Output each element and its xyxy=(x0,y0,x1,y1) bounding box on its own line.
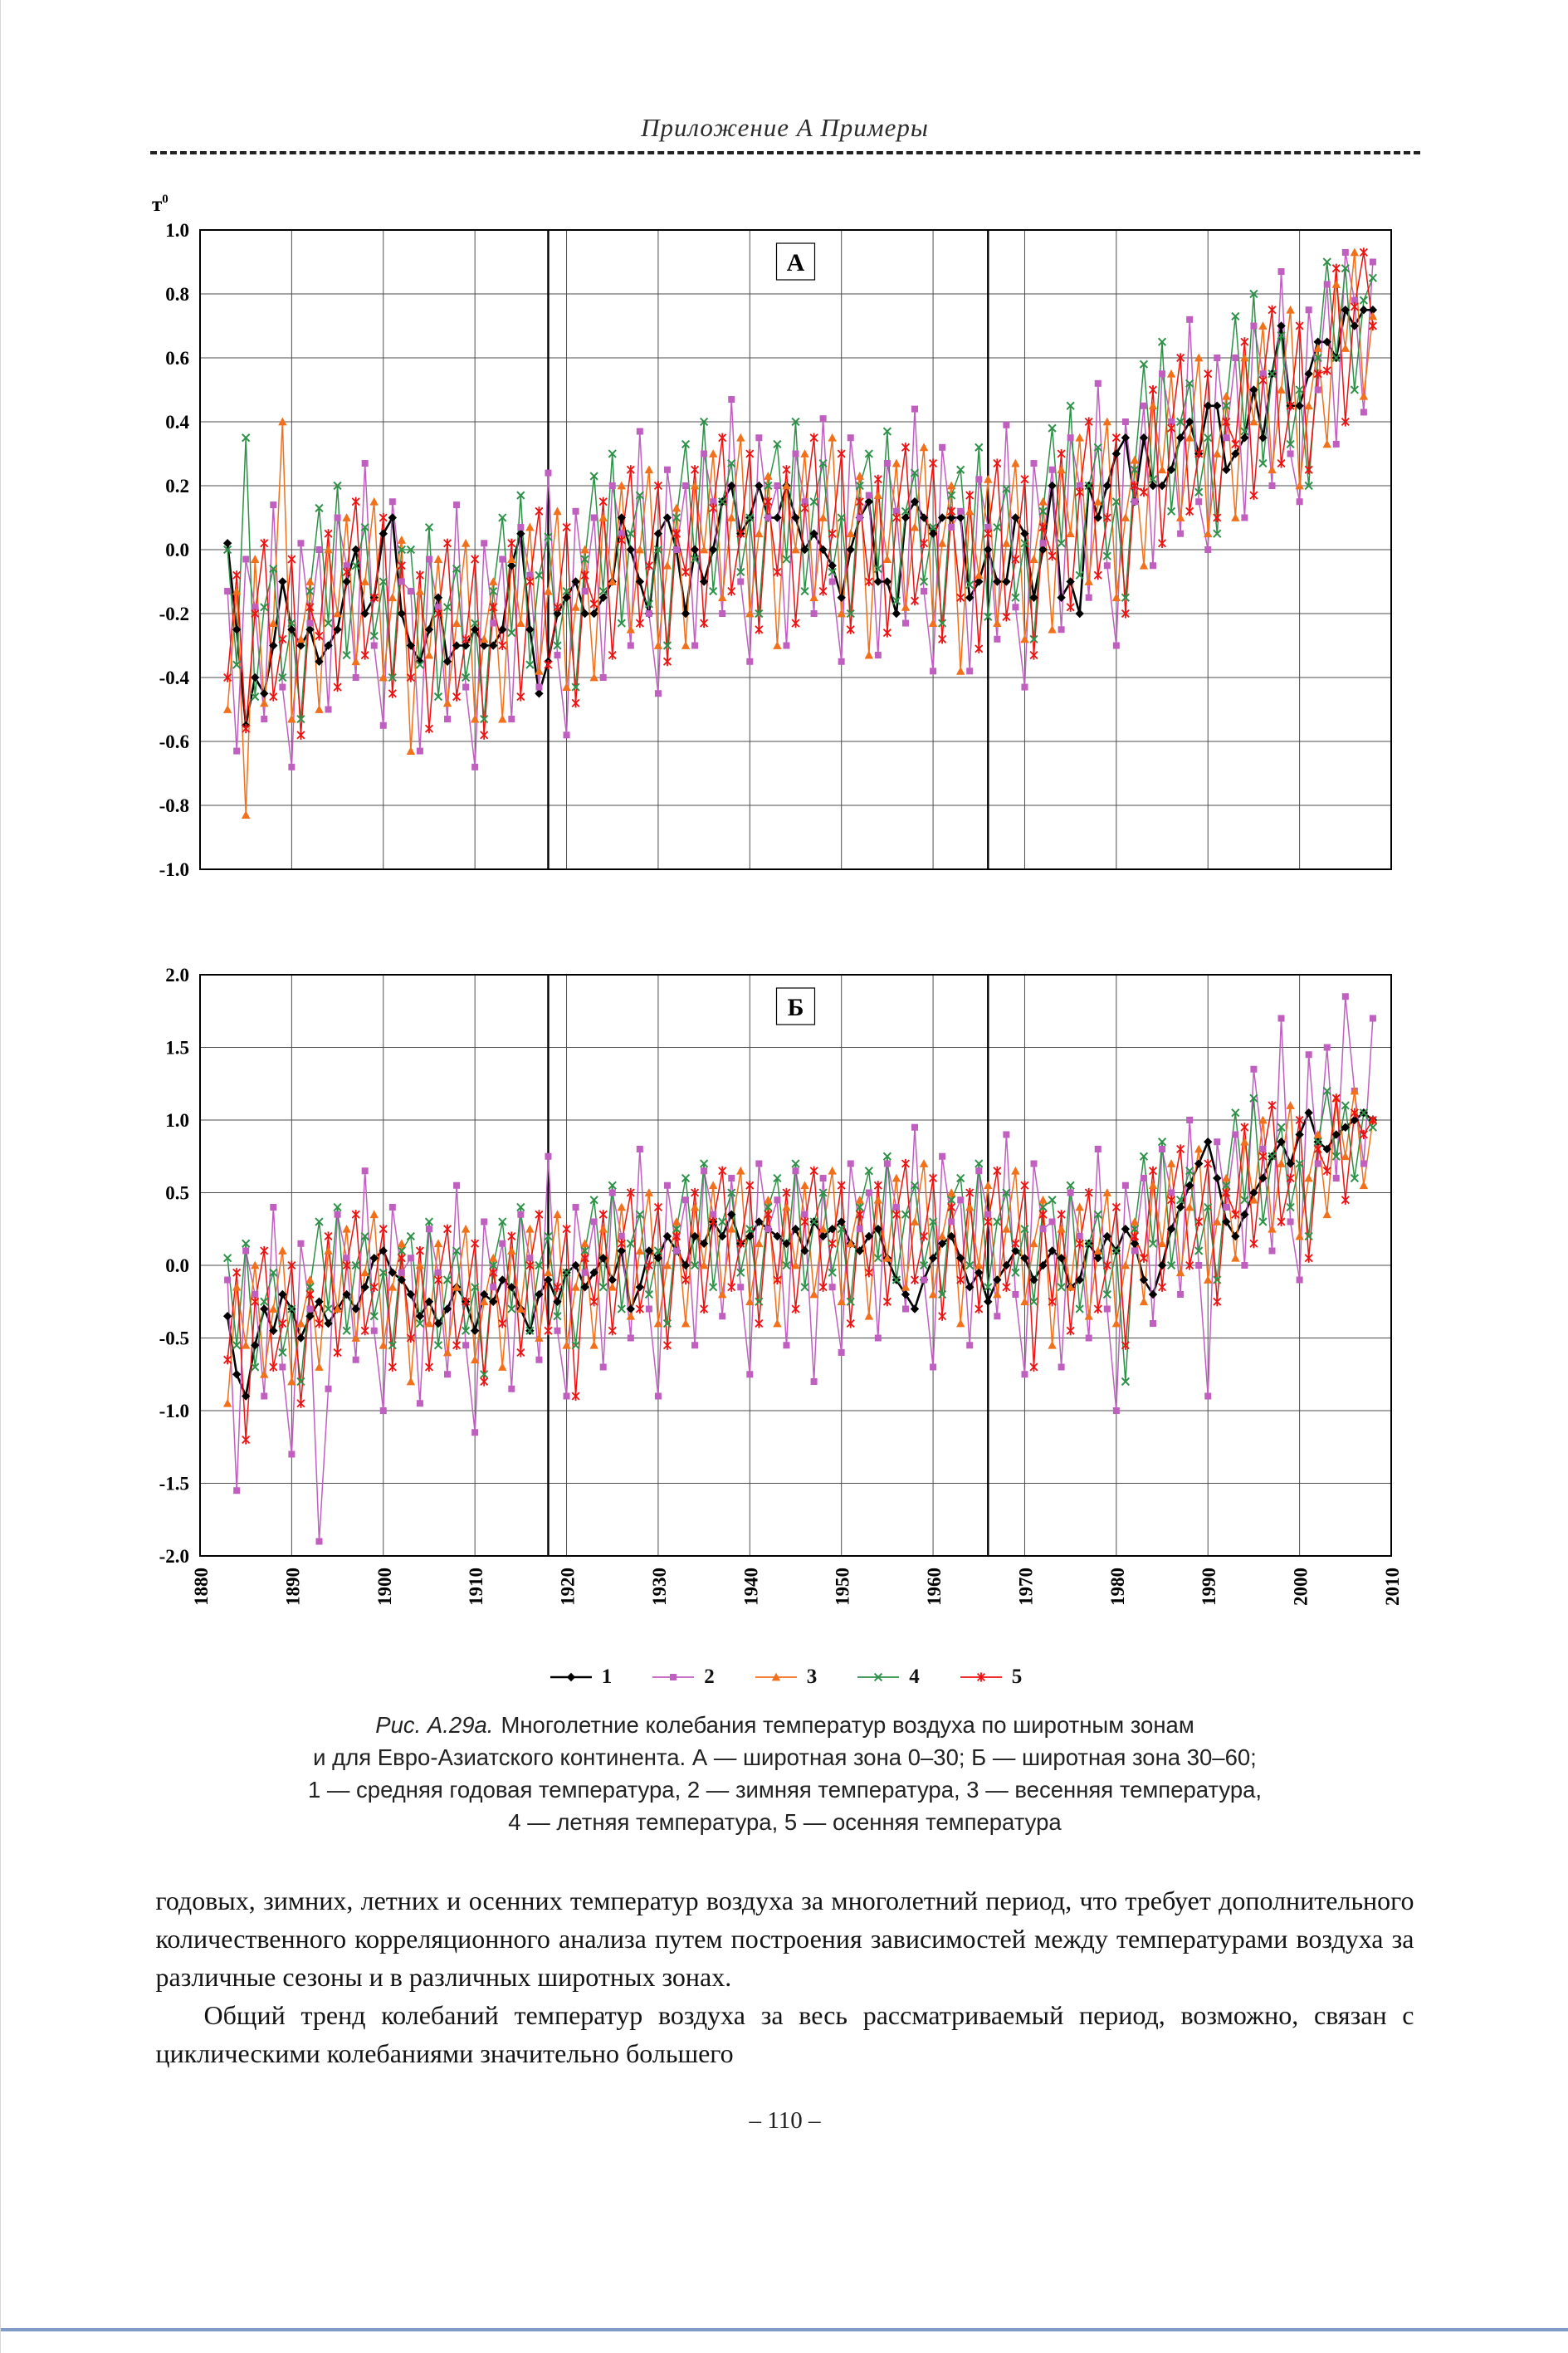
svg-text:0.2: 0.2 xyxy=(165,476,189,497)
svg-text:-2.0: -2.0 xyxy=(159,1546,188,1567)
svg-text:-0.4: -0.4 xyxy=(159,668,189,688)
svg-text:-0.2: -0.2 xyxy=(159,604,188,624)
legend-marker-x-icon xyxy=(857,1672,900,1682)
svg-text:1960: 1960 xyxy=(924,1568,945,1606)
svg-text:т0: т0 xyxy=(152,193,169,216)
svg-text:1.5: 1.5 xyxy=(165,1038,189,1059)
svg-text:2010: 2010 xyxy=(1382,1568,1403,1606)
legend-label: 1 xyxy=(601,1666,613,1688)
svg-text:А: А xyxy=(786,249,804,276)
svg-text:0.0: 0.0 xyxy=(165,1255,189,1276)
svg-text:1.0: 1.0 xyxy=(165,220,189,241)
svg-text:1880: 1880 xyxy=(191,1568,212,1606)
caption-line-1: Рис. А.29а. Многолетние колебания темпера… xyxy=(1,1709,1568,1741)
svg-text:2.0: 2.0 xyxy=(165,965,189,986)
svg-text:1970: 1970 xyxy=(1015,1568,1036,1606)
legend-marker-square-icon xyxy=(652,1674,695,1680)
svg-text:0.4: 0.4 xyxy=(165,412,189,433)
svg-text:Б: Б xyxy=(787,994,804,1021)
svg-text:-1.5: -1.5 xyxy=(159,1474,188,1494)
legend-marker-triangle-icon xyxy=(755,1672,797,1681)
legend-item-2: 2 xyxy=(650,1666,715,1689)
header-dashed-rule xyxy=(149,151,1420,154)
svg-text:0.0: 0.0 xyxy=(165,540,189,560)
page-header: Приложение А Примеры xyxy=(1,0,1568,154)
page-number: – 110 – xyxy=(749,2107,821,2134)
svg-text:1920: 1920 xyxy=(557,1568,578,1606)
svg-text:-1.0: -1.0 xyxy=(159,1401,188,1421)
svg-text:1890: 1890 xyxy=(282,1568,303,1606)
legend-label: 3 xyxy=(806,1666,818,1688)
chart-legend: 1 2 3 4 5 xyxy=(1,1666,1568,1689)
footer-rule xyxy=(1,2328,1568,2331)
caption-line-2: и для Евро-Азиатского континента. А — ши… xyxy=(313,1744,1257,1770)
svg-text:-0.8: -0.8 xyxy=(159,795,188,816)
legend-marker-star-icon xyxy=(960,1672,1002,1682)
legend-item-3: 3 xyxy=(753,1666,818,1689)
body-text: годовых, зимних, летних и осенних темпер… xyxy=(156,1881,1414,2072)
paragraph-2: Общий тренд колебаний температур воздуха… xyxy=(155,2000,1414,2068)
svg-text:0.6: 0.6 xyxy=(165,348,189,369)
caption-line-4: 4 — летняя температура, 5 — осенняя темп… xyxy=(508,1809,1062,1835)
svg-text:1.0: 1.0 xyxy=(165,1110,189,1131)
legend-item-4: 4 xyxy=(855,1666,920,1689)
svg-text:1900: 1900 xyxy=(374,1568,394,1606)
header-title: Приложение А Примеры xyxy=(641,113,929,142)
caption-line-3: 1 — средняя годовая температура, 2 — зим… xyxy=(307,1777,1263,1803)
svg-text:1940: 1940 xyxy=(740,1568,761,1606)
svg-text:1950: 1950 xyxy=(832,1568,852,1606)
legend-item-1: 1 xyxy=(548,1666,613,1689)
svg-text:0.5: 0.5 xyxy=(165,1183,189,1204)
svg-text:1980: 1980 xyxy=(1106,1568,1127,1606)
svg-text:1990: 1990 xyxy=(1199,1568,1219,1606)
figure-number-label: Рис. А.29а. xyxy=(375,1712,494,1738)
chart-a: 1.0 0.8 0.6 0.4 0.2 0.0 -0.2 -0.4 -0.6 -0.8 -1.0 т0… xyxy=(152,193,1392,880)
svg-text:0.8: 0.8 xyxy=(165,284,189,305)
paragraph-1: годовых, зимних, летних и осенних темпер… xyxy=(155,1886,1414,1992)
legend-item-5: 5 xyxy=(958,1666,1023,1689)
svg-text:1910: 1910 xyxy=(466,1568,486,1606)
legend-label: 5 xyxy=(1011,1666,1023,1688)
legend-marker-diamond-icon xyxy=(550,1672,592,1682)
caption-text-1: Многолетние колебания температур воздуха… xyxy=(501,1712,1194,1738)
svg-text:-0.5: -0.5 xyxy=(159,1328,188,1349)
svg-text:2000: 2000 xyxy=(1290,1568,1311,1606)
svg-text:-1.0: -1.0 xyxy=(159,859,188,880)
svg-text:-0.6: -0.6 xyxy=(159,731,188,752)
legend-label: 2 xyxy=(704,1666,715,1688)
svg-text:1930: 1930 xyxy=(648,1568,669,1606)
figure-caption: Рис. А.29а. Многолетние колебания темпера… xyxy=(1,1709,1568,1838)
legend-label: 4 xyxy=(909,1666,920,1688)
